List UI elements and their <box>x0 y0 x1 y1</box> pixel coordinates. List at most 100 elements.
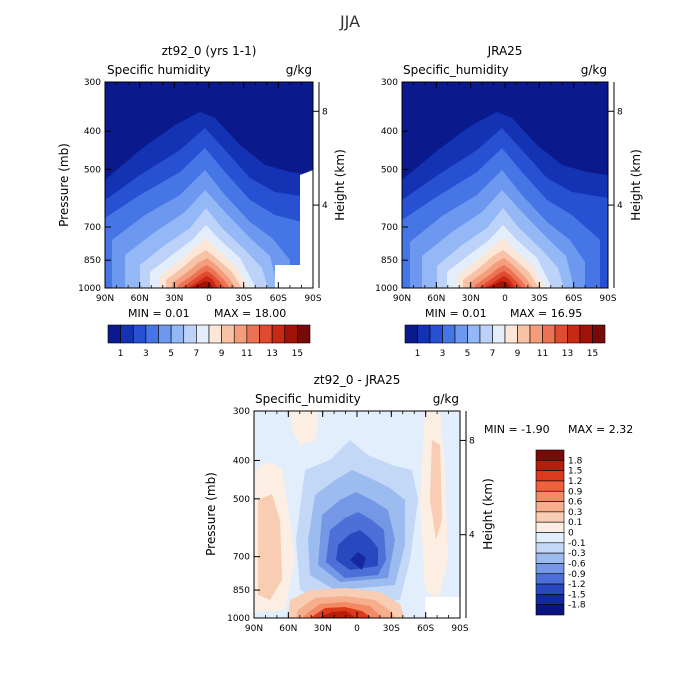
x-tick-label: 30N <box>314 624 332 634</box>
colorbar-box <box>535 501 565 513</box>
y-tick-label: 300 <box>233 407 250 417</box>
y-tick-label: 700 <box>381 223 398 233</box>
colorbar-box <box>535 480 565 492</box>
colorbar-label: 9 <box>219 349 225 359</box>
x-tick-label: 60S <box>565 294 582 304</box>
colorbar-box <box>504 324 518 344</box>
y-tick-label: 400 <box>233 456 250 466</box>
colorbar-box <box>284 324 298 344</box>
colorbar-label: 11 <box>241 349 252 359</box>
y-tick-label: 300 <box>84 78 101 88</box>
y-tick-label: 500 <box>84 165 101 175</box>
x-tick-label: 30N <box>165 294 183 304</box>
y2-tick-label: 8 <box>617 107 623 117</box>
colorbar-box <box>107 324 121 344</box>
axes-zt92: 90N 60N 30N 0 30S 60S 90S 300 400 500 700 850 1000 8 4 <box>78 78 328 304</box>
x-tick-label: 90N <box>245 624 263 634</box>
colorbar-box <box>221 324 235 344</box>
axes-jra25: 90N 60N 30N 0 30S 60S 90S 300 400 500 700 850 1000 8 4 <box>375 78 623 304</box>
max-text: MAX = 2.32 <box>568 423 633 436</box>
y-tick-label: 850 <box>233 586 250 596</box>
colorbar-label: 1.8 <box>568 456 583 466</box>
colorbar-box <box>271 324 286 344</box>
colorbar-box <box>404 324 418 344</box>
colorbar-label: -1.5 <box>568 590 586 600</box>
colorbar-box <box>246 324 260 344</box>
colorbar-box <box>479 324 493 344</box>
x-tick-label: 0 <box>354 624 360 634</box>
colorbar-label: 15 <box>587 349 598 359</box>
colorbar-box <box>183 324 197 344</box>
x-tick-label: 90S <box>304 294 321 304</box>
x-tick-label: 60S <box>417 624 434 634</box>
y-tick-label: 700 <box>233 553 250 563</box>
colorbar-box <box>442 324 456 344</box>
colorbar-box <box>535 583 565 595</box>
colorbar-box <box>145 324 159 344</box>
colorbar-label: 13 <box>562 349 573 359</box>
y-tick-label: 500 <box>233 495 250 505</box>
y-tick-label: 300 <box>381 78 398 88</box>
colorbar-box <box>579 324 593 344</box>
panel-title: JRA25 <box>487 44 523 58</box>
colorbar-box <box>429 324 443 344</box>
y-tick-label: 1000 <box>375 284 398 294</box>
colorbar-label: -1.8 <box>568 601 586 611</box>
colorbar-label: 7 <box>490 349 496 359</box>
colorbar-box <box>170 324 185 344</box>
colorbar-label: 3 <box>143 349 149 359</box>
colorbar-box <box>467 324 481 344</box>
colorbar-label: 1 <box>118 349 124 359</box>
y2-tick-label: 8 <box>469 436 475 446</box>
x-tick-label: 90S <box>599 294 616 304</box>
panel-jra25: JRA25 Specific_humidity g/kg 90N 60N 30N 0 3… <box>375 44 643 359</box>
x-tick-label: 90S <box>451 624 468 634</box>
x-tick-label: 90N <box>96 294 114 304</box>
y-axis-label: Pressure (mb) <box>57 143 71 227</box>
x-tick-label: 90N <box>393 294 411 304</box>
x-tick-label: 0 <box>502 294 508 304</box>
x-tick-label: 30S <box>383 624 400 634</box>
colorbar-label: 3 <box>440 349 446 359</box>
colorbar-box <box>196 324 210 344</box>
units-label: g/kg <box>433 392 459 406</box>
panel-title: zt92_0 - JRA25 <box>314 373 401 387</box>
y-tick-label: 700 <box>84 223 101 233</box>
x-tick-label: 60N <box>427 294 445 304</box>
colorbar-box <box>132 324 147 344</box>
colorbar-box <box>535 470 565 482</box>
y2-axis-label: Height (km) <box>481 478 495 549</box>
y2-tick-label: 8 <box>322 107 328 117</box>
x-tick-label: 0 <box>206 294 212 304</box>
y2-tick-label: 4 <box>469 531 475 541</box>
colorbar-label: 0 <box>568 529 574 539</box>
y2-axis-label: Height (km) <box>333 149 347 220</box>
colorbar-label: -1.2 <box>568 580 586 590</box>
colorbar-box <box>233 324 248 344</box>
x-tick-label: 60N <box>279 624 297 634</box>
colorbar-box <box>542 324 556 344</box>
colorbar-box <box>535 521 565 533</box>
contour-field <box>402 82 608 288</box>
colorbar-box <box>567 324 581 344</box>
contour-field <box>254 411 460 618</box>
colorbar-box <box>554 324 568 344</box>
y-tick-label: 1000 <box>78 284 101 294</box>
y-tick-label: 850 <box>84 256 101 266</box>
colorbar-box <box>158 324 172 344</box>
y-tick-label: 1000 <box>227 614 250 624</box>
colorbar-box <box>492 324 506 344</box>
colorbar-box <box>535 552 565 564</box>
colorbar-box <box>297 324 311 344</box>
colorbar-jra25: 1 3 5 7 9 11 13 15 <box>404 324 606 359</box>
colorbar-box <box>535 573 565 585</box>
colorbar-box <box>417 324 431 344</box>
max-text: MAX = 18.00 <box>214 307 286 320</box>
min-text: MIN = -1.90 <box>484 423 550 436</box>
colorbar-label: 1 <box>415 349 421 359</box>
colorbar-label: -0.3 <box>568 549 586 559</box>
colorbar-box <box>120 324 134 344</box>
y-axis-label: Pressure (mb) <box>204 472 218 556</box>
colorbar-label: 15 <box>292 349 303 359</box>
